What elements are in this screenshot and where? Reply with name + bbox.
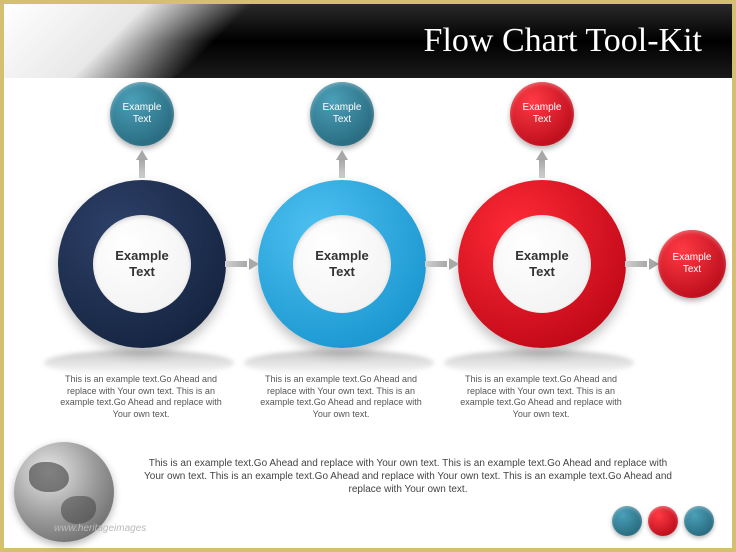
arrow-up-3 <box>534 150 550 178</box>
caption-1: This is an example text.Go Ahead and rep… <box>56 374 226 421</box>
caption-3: This is an example text.Go Ahead and rep… <box>456 374 626 421</box>
top-bubble-3: Example Text <box>510 82 574 146</box>
ring-3: Example Text <box>458 180 626 348</box>
dot-1[interactable] <box>612 506 642 536</box>
dot-3[interactable] <box>684 506 714 536</box>
ring-1-center: Example Text <box>93 215 191 313</box>
top-bubble-3-label: Example Text <box>523 102 562 126</box>
end-node: Example Text <box>658 230 726 298</box>
ring-shadow-2 <box>244 350 434 376</box>
top-bubble-2: Example Text <box>310 82 374 146</box>
ring-3-label: Example Text <box>515 248 568 279</box>
ring-2-label: Example Text <box>315 248 368 279</box>
ring-3-center: Example Text <box>493 215 591 313</box>
ring-1: Example Text <box>58 180 226 348</box>
top-bubble-2-label: Example Text <box>323 102 362 126</box>
ring-shadow-1 <box>44 350 234 376</box>
watermark-text: www.heritageimages <box>54 523 146 534</box>
top-bubble-1-label: Example Text <box>123 102 162 126</box>
end-node-label: Example Text <box>673 252 712 276</box>
caption-2: This is an example text.Go Ahead and rep… <box>256 374 426 421</box>
nav-dots <box>612 506 714 536</box>
ring-2-center: Example Text <box>293 215 391 313</box>
footer-paragraph: This is an example text.Go Ahead and rep… <box>144 457 672 496</box>
arrow-up-1 <box>134 150 150 178</box>
ring-shadow-3 <box>444 350 634 376</box>
arrow-right-2 <box>425 256 459 272</box>
top-bubble-1: Example Text <box>110 82 174 146</box>
header: Flow Chart Tool-Kit <box>4 4 732 78</box>
diagram-area: Example Text Example Text Example Text E… <box>4 78 732 458</box>
ring-1-label: Example Text <box>115 248 168 279</box>
ring-2: Example Text <box>258 180 426 348</box>
arrow-right-3 <box>625 256 659 272</box>
dot-2[interactable] <box>648 506 678 536</box>
header-swoosh <box>4 4 284 78</box>
page-title: Flow Chart Tool-Kit <box>424 22 702 60</box>
arrow-right-1 <box>225 256 259 272</box>
arrow-up-2 <box>334 150 350 178</box>
